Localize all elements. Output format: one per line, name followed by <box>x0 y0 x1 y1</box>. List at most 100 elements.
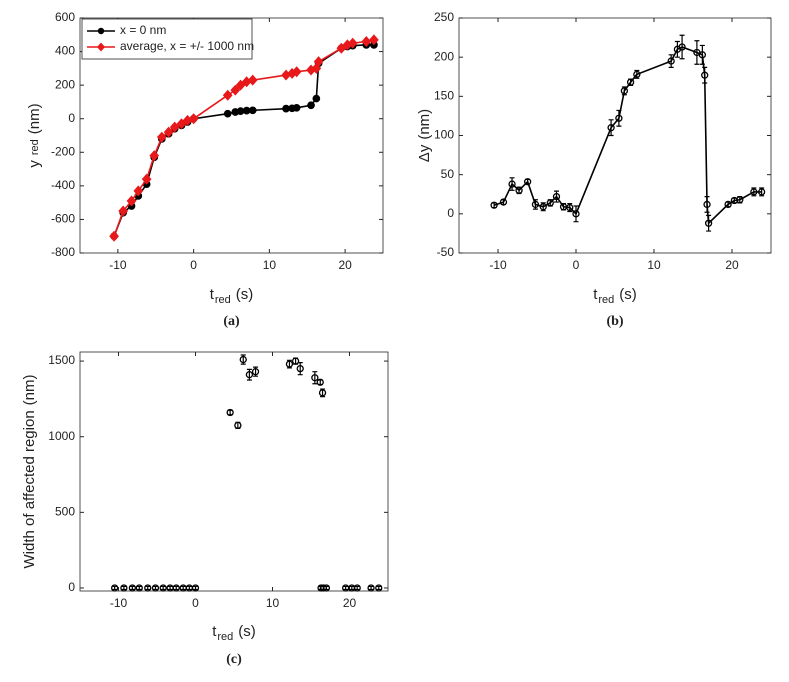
marker <box>234 421 242 430</box>
marker <box>111 584 119 592</box>
y-tick-label: -50 <box>437 245 455 259</box>
marker <box>757 188 766 196</box>
y-tick-label: -800 <box>51 245 75 259</box>
axis-label-unit: (nm) <box>26 103 43 134</box>
axis-label: Width of affected region (nm) <box>21 375 38 569</box>
error-bar <box>349 585 355 591</box>
marker <box>572 210 580 218</box>
error-bar <box>173 585 179 591</box>
y-tick-label: 50 <box>441 167 455 181</box>
y-tick-label: 200 <box>55 77 75 91</box>
x-tick-label: 0 <box>190 258 197 272</box>
marker <box>311 374 319 382</box>
axis-label-unit: (nm) <box>416 109 433 140</box>
marker <box>245 371 254 379</box>
error-bar <box>699 44 705 65</box>
marker <box>291 66 302 78</box>
marker <box>523 178 532 186</box>
y-tick-label: 1000 <box>48 429 75 443</box>
marker <box>626 78 635 86</box>
marker <box>552 192 561 201</box>
error-bar <box>706 214 712 232</box>
x-tick-label: 10 <box>266 596 280 610</box>
marker <box>367 584 375 592</box>
axis-label-base: t <box>210 286 215 303</box>
marker <box>307 101 315 110</box>
error-bar <box>129 585 135 591</box>
marker <box>163 126 174 138</box>
error-bar <box>193 585 198 591</box>
y-tick-label: 600 <box>55 10 75 24</box>
plot-area <box>458 17 772 254</box>
marker <box>141 173 152 185</box>
marker <box>222 89 233 101</box>
error-bar <box>608 119 614 137</box>
marker <box>120 584 128 592</box>
axis-label-sub: red <box>217 631 233 643</box>
marker <box>704 219 713 227</box>
axis-label-sub: red <box>598 294 614 306</box>
marker <box>316 378 324 386</box>
x-tick-label: 0 <box>192 596 199 610</box>
panel-label: (a) <box>223 314 240 329</box>
marker <box>375 584 383 592</box>
marker <box>248 106 257 115</box>
marker <box>223 109 232 118</box>
marker <box>226 408 234 417</box>
x-tick-label: -10 <box>110 596 128 610</box>
marker <box>285 360 294 368</box>
y-tick-label: 0 <box>447 206 454 220</box>
marker <box>109 230 119 242</box>
error-bar <box>674 40 680 58</box>
error-bar <box>616 109 622 127</box>
marker <box>539 203 547 211</box>
error-bar <box>180 585 186 591</box>
error-bar <box>323 585 329 591</box>
series-line <box>493 46 762 225</box>
y-tick-label: 200 <box>434 49 454 63</box>
marker <box>607 124 615 132</box>
legend-label: average, x = +/- 1000 nm <box>120 39 254 53</box>
marker <box>312 94 321 103</box>
error-bar <box>152 585 158 591</box>
error-bar <box>186 585 192 591</box>
y-tick-label: -200 <box>51 144 75 158</box>
x-tick-label: 20 <box>725 258 739 272</box>
marker <box>159 584 167 592</box>
series-line <box>113 39 375 237</box>
marker <box>620 87 629 95</box>
plot-area <box>79 351 389 592</box>
marker <box>239 355 247 364</box>
y-tick-label: -400 <box>51 178 75 192</box>
marker <box>515 186 523 194</box>
axis-label: tred (s) <box>212 623 256 643</box>
marker <box>144 584 152 592</box>
marker <box>318 389 327 397</box>
y-tick-label: 500 <box>55 505 75 519</box>
axis-label-base: t <box>593 286 598 303</box>
y-tick-label: 150 <box>434 89 454 103</box>
y-tick-label: 0 <box>68 580 75 594</box>
error-bar <box>297 361 303 376</box>
marker <box>126 195 137 207</box>
marker <box>750 188 758 196</box>
error-bar <box>679 34 685 60</box>
error-bar <box>160 585 166 591</box>
axis-label-base: Width of affected region <box>21 410 38 568</box>
x-tick-label: 20 <box>338 258 352 272</box>
marker <box>292 103 301 112</box>
error-bar <box>145 585 151 591</box>
legend-marker <box>97 42 105 52</box>
marker <box>490 201 498 209</box>
axis-label-sub: red <box>215 294 231 306</box>
marker <box>291 357 300 365</box>
axis-label-unit: (s) <box>238 623 256 640</box>
x-tick-label: 10 <box>647 258 661 272</box>
axis-label: y red (nm) <box>26 103 43 167</box>
marker <box>311 62 322 74</box>
error-bar <box>509 177 515 191</box>
marker <box>736 196 744 204</box>
marker <box>678 43 686 51</box>
marker <box>169 121 180 133</box>
marker <box>724 200 732 209</box>
